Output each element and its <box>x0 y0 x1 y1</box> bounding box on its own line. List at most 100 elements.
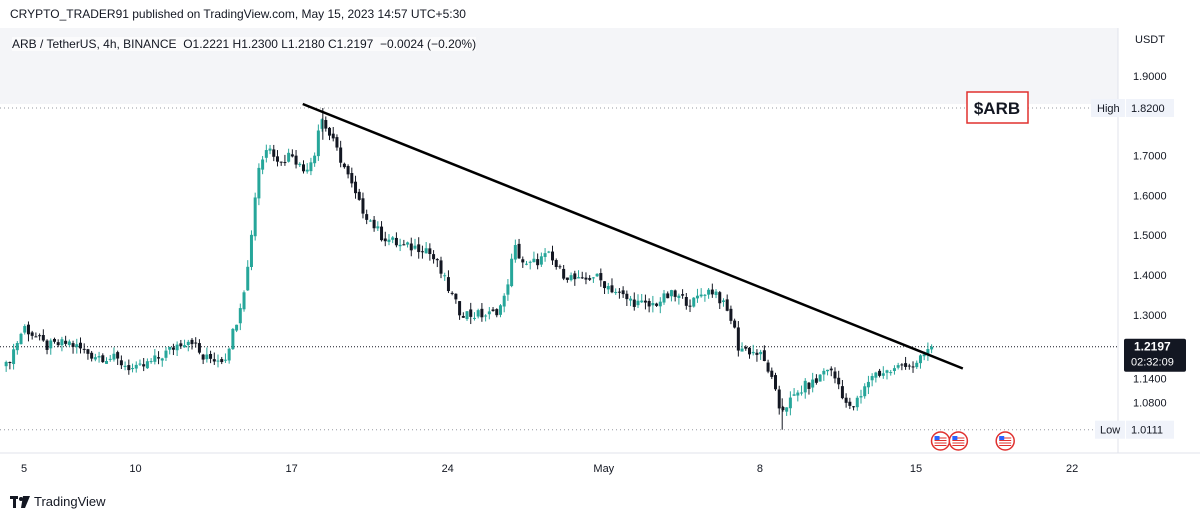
candle-body <box>275 156 279 162</box>
us-flag-canton <box>934 436 940 440</box>
y-tick-label: 1.0800 <box>1133 397 1167 409</box>
price-chart[interactable]: USDT 1.9000 1.7000 1.6000 1.5000 1.4000 1.3000… <box>0 28 1200 486</box>
candle-body <box>175 344 179 351</box>
candle-body <box>480 308 484 318</box>
candle-body <box>651 303 655 306</box>
candle-body <box>617 291 621 293</box>
candle-body <box>424 248 428 254</box>
trendline[interactable] <box>302 102 964 370</box>
candle-body <box>283 162 287 164</box>
candle-body <box>710 289 714 295</box>
candle-body <box>547 251 551 253</box>
published-info: CRYPTO_TRADER91 published on TradingView… <box>10 7 466 21</box>
candle-body <box>305 169 309 172</box>
candle-body <box>52 338 56 342</box>
candle-body <box>744 346 748 349</box>
candle-body <box>149 361 153 363</box>
candle-body <box>603 281 607 289</box>
candle-body <box>502 295 506 307</box>
candle-body <box>361 198 365 214</box>
candle-body <box>205 354 209 360</box>
candle-body <box>298 163 302 166</box>
symbol-info: ARB / TetherUS, 4h, BINANCE O1.2221 H1.2… <box>12 37 477 51</box>
candle-body <box>279 161 283 163</box>
y-tick-label: 1.4000 <box>1133 270 1167 282</box>
candle-body <box>699 294 703 297</box>
candle-body <box>264 150 268 158</box>
candle-body <box>625 293 629 300</box>
x-tick-label: 17 <box>285 463 297 475</box>
candle-body <box>472 317 476 319</box>
candle-body <box>78 342 82 349</box>
candle-body <box>220 359 224 363</box>
candle-body <box>889 372 893 374</box>
candle-body <box>313 155 317 164</box>
candle-body <box>565 277 569 280</box>
candle-body <box>123 365 127 367</box>
candle-body <box>101 355 105 363</box>
candle-body <box>800 392 804 394</box>
candle-body <box>658 301 662 307</box>
candle-body <box>930 346 934 350</box>
candle-body <box>458 301 462 316</box>
candle-body <box>487 311 491 315</box>
candle-body <box>354 181 358 194</box>
candle-body <box>495 309 499 316</box>
candle-body <box>774 375 778 390</box>
candle-body <box>855 397 859 408</box>
candle-body <box>268 148 272 151</box>
candle-body <box>201 354 205 360</box>
candle-body <box>915 362 919 368</box>
ticker-annotation-box[interactable] <box>966 91 1029 124</box>
candle-body <box>93 357 97 360</box>
y-tick-label: 1.3000 <box>1133 310 1167 322</box>
candle-body <box>881 373 885 376</box>
candle-body <box>629 298 633 301</box>
candle-body <box>409 243 413 251</box>
candle-body <box>863 386 867 397</box>
candle-body <box>859 396 863 398</box>
candle-body <box>688 305 692 307</box>
candle-body <box>380 226 384 241</box>
candle-body <box>621 290 625 295</box>
candle-body <box>350 173 354 184</box>
candle-body <box>212 359 216 362</box>
candle-body <box>848 401 852 406</box>
candle-body <box>788 397 792 409</box>
x-tick-label: 10 <box>129 463 141 475</box>
candle-body <box>435 259 439 261</box>
candle-body <box>640 300 644 303</box>
candle-body <box>171 347 175 350</box>
high-badge <box>1091 98 1125 117</box>
chart-frame[interactable]: USDT 1.9000 1.7000 1.6000 1.5000 1.4000 1.3000… <box>0 28 1200 486</box>
candle-body <box>922 354 926 357</box>
x-tick-label: May <box>593 463 614 475</box>
candle-body <box>543 253 547 257</box>
candle-body <box>183 345 187 348</box>
candle-body <box>513 245 517 260</box>
candle-body <box>826 369 830 372</box>
candle-body <box>718 292 722 304</box>
candle-body <box>666 293 670 299</box>
candle-body <box>30 332 34 336</box>
candle-body <box>759 351 763 355</box>
candle-body <box>904 363 908 367</box>
symbol-pair[interactable]: ARB / TetherUS, 4h, BINANCE <box>12 37 177 51</box>
candle-body <box>721 300 725 302</box>
candle-body <box>588 278 592 280</box>
candle-body <box>15 342 19 351</box>
last-price-label: 1.2197 <box>1134 340 1171 354</box>
x-tick-label: 5 <box>21 463 27 475</box>
candle-body <box>655 303 659 306</box>
candle-body <box>714 291 718 295</box>
tradingview-logo-text: TradingView <box>34 494 106 509</box>
tradingview-logo[interactable]: TradingView <box>10 494 106 509</box>
candle-body <box>840 386 844 399</box>
candle-body <box>320 119 324 129</box>
candle-body <box>406 242 410 245</box>
candle-body <box>822 370 826 375</box>
candle-body <box>577 277 581 279</box>
candle-body <box>357 191 361 200</box>
candle-body <box>346 166 350 175</box>
candle-body <box>376 226 380 229</box>
